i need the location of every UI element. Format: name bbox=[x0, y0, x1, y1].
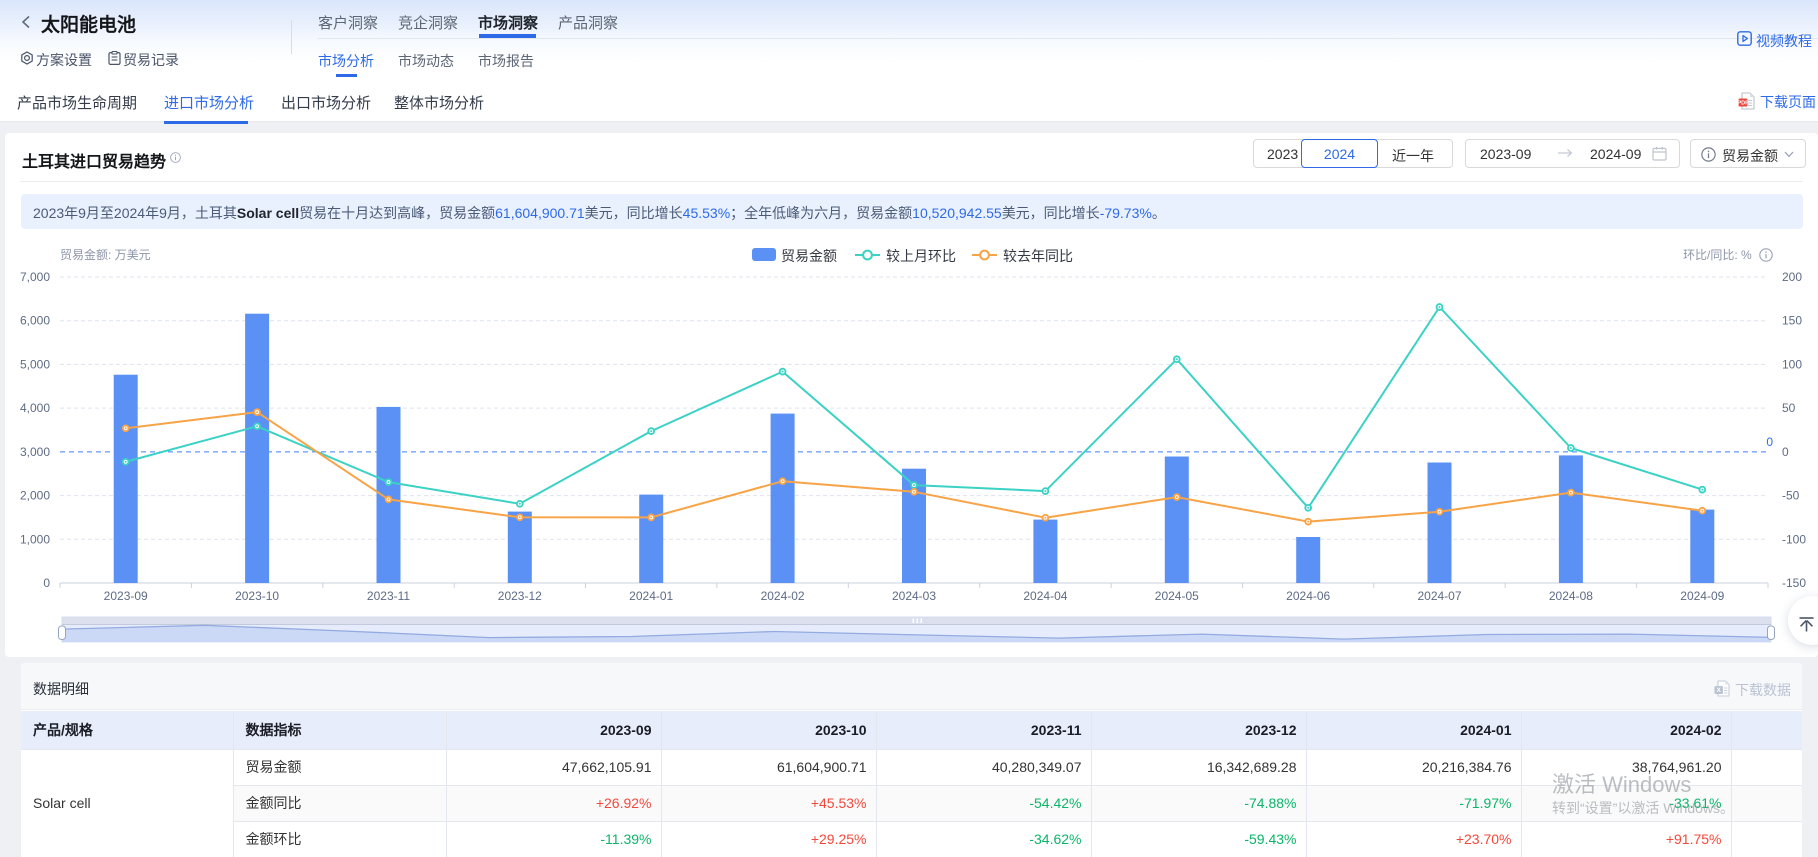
svg-text:2024-08: 2024-08 bbox=[1549, 589, 1593, 603]
svg-text:2024-03: 2024-03 bbox=[892, 589, 936, 603]
svg-text:2024-05: 2024-05 bbox=[1155, 589, 1199, 603]
svg-text:2024-01: 2024-01 bbox=[629, 589, 673, 603]
svg-text:4,000: 4,000 bbox=[20, 401, 50, 415]
svg-text:2024-06: 2024-06 bbox=[1286, 589, 1330, 603]
svg-text:50: 50 bbox=[1782, 401, 1796, 415]
svg-text:2024-02: 2024-02 bbox=[761, 589, 805, 603]
svg-text:3,000: 3,000 bbox=[20, 445, 50, 459]
svg-text:2023-12: 2023-12 bbox=[498, 589, 542, 603]
svg-text:0: 0 bbox=[43, 576, 50, 590]
svg-text:2024-09: 2024-09 bbox=[1680, 589, 1724, 603]
svg-text:X: X bbox=[1717, 687, 1722, 694]
svg-text:150: 150 bbox=[1782, 314, 1802, 328]
svg-text:2023-09: 2023-09 bbox=[104, 589, 148, 603]
svg-text:1,000: 1,000 bbox=[20, 532, 50, 546]
svg-text:2024-07: 2024-07 bbox=[1417, 589, 1461, 603]
svg-text:0: 0 bbox=[1782, 445, 1789, 459]
svg-text:-50: -50 bbox=[1782, 489, 1800, 503]
svg-text:2023-11: 2023-11 bbox=[367, 589, 410, 603]
svg-text:100: 100 bbox=[1782, 357, 1802, 371]
svg-text:PDF: PDF bbox=[1738, 100, 1749, 106]
svg-text:0: 0 bbox=[1766, 435, 1773, 449]
svg-text:2024-04: 2024-04 bbox=[1023, 589, 1067, 603]
svg-text:2023-10: 2023-10 bbox=[235, 589, 279, 603]
svg-text:-150: -150 bbox=[1782, 576, 1806, 590]
svg-text:200: 200 bbox=[1782, 270, 1802, 284]
svg-text:-100: -100 bbox=[1782, 532, 1806, 546]
svg-text:7,000: 7,000 bbox=[20, 270, 50, 284]
svg-text:2,000: 2,000 bbox=[20, 489, 50, 503]
svg-text:5,000: 5,000 bbox=[20, 357, 50, 371]
svg-text:6,000: 6,000 bbox=[20, 314, 50, 328]
